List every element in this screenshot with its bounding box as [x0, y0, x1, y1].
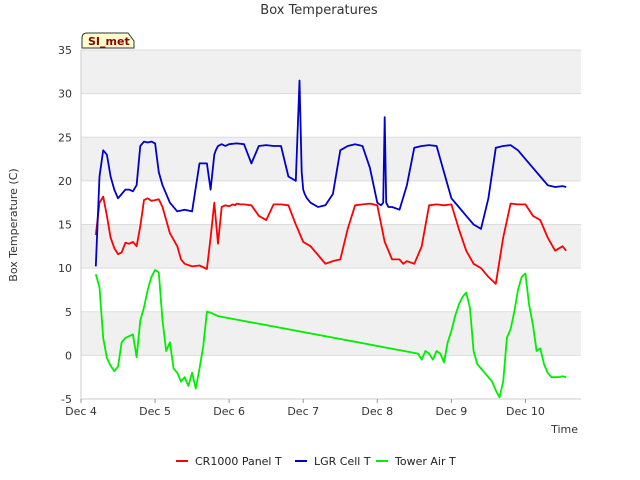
series-line-tower-air-t — [94, 268, 567, 399]
legend: CR1000 Panel T LGR Cell T Tower Air T — [176, 455, 456, 468]
site-badge: SI_met — [81, 32, 135, 49]
y-tick-label: 25 — [58, 131, 72, 144]
x-tick-label: Dec 5 — [139, 405, 171, 418]
grid-band — [81, 137, 581, 181]
y-tick-label: 15 — [58, 219, 72, 232]
y-tick-label: 20 — [58, 175, 72, 188]
y-axis-ticks: -5 0 5 10 15 20 25 30 35 — [58, 44, 72, 406]
chart-title: Box Temperatures — [260, 3, 378, 18]
site-badge-box — [81, 32, 135, 49]
x-tick-label: Dec 8 — [361, 405, 393, 418]
x-tick-label: Dec 10 — [506, 405, 545, 418]
x-tick-label: Dec 6 — [213, 405, 245, 418]
y-tick-label: 0 — [65, 349, 72, 362]
y-tick-label: 35 — [58, 44, 72, 57]
x-axis-label: Time — [550, 423, 578, 436]
series-line-lgr-cell-t — [94, 79, 567, 267]
legend-label-tower-air-t: Tower Air T — [394, 455, 456, 468]
x-tick-label: Dec 7 — [287, 405, 319, 418]
y-tick-label: 10 — [58, 262, 72, 275]
y-tick-label: 30 — [58, 88, 72, 101]
y-axis-label: Box Temperature (C) — [7, 168, 20, 281]
x-tick-label: Dec 9 — [435, 405, 467, 418]
series-lines — [94, 79, 567, 399]
site-badge-label: SI_met — [88, 35, 130, 48]
legend-label-lgr-cell-t: LGR Cell T — [314, 455, 371, 468]
x-axis-ticks: Dec 4 Dec 5 Dec 6 Dec 7 Dec 8 Dec 9 Dec 10 — [65, 399, 545, 418]
y-tick-label: -5 — [61, 393, 72, 406]
y-tick-label: 5 — [65, 306, 72, 319]
series-line-cr1000-panel-t — [94, 195, 567, 285]
x-tick-label: Dec 4 — [65, 405, 97, 418]
legend-label-cr1000-panel-t: CR1000 Panel T — [195, 455, 282, 468]
grid-band — [81, 50, 581, 94]
